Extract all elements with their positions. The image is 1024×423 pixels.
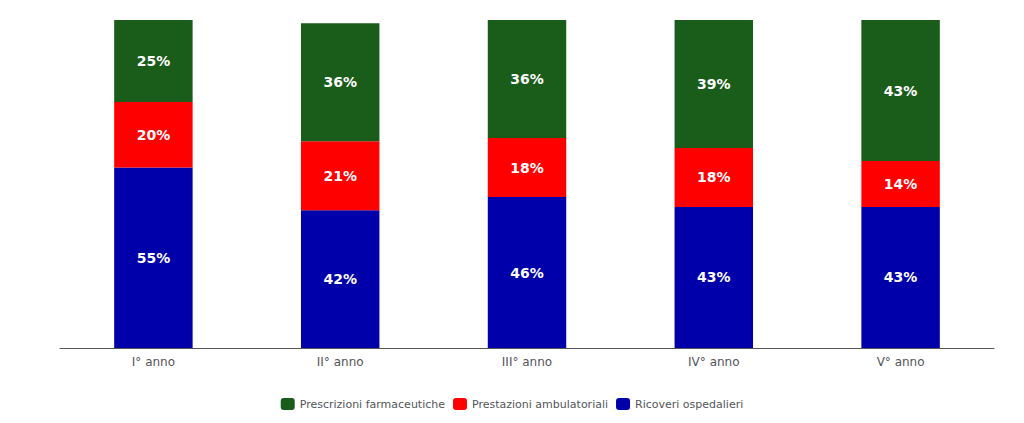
svg-text:I° anno: I° anno xyxy=(132,355,175,369)
svg-text:36%: 36% xyxy=(323,74,357,90)
svg-text:46%: 46% xyxy=(510,265,544,281)
svg-text:18%: 18% xyxy=(510,160,544,176)
svg-text:Ricoveri ospedalieri: Ricoveri ospedalieri xyxy=(635,398,743,411)
svg-text:III° anno: III° anno xyxy=(502,355,552,369)
svg-text:25%: 25% xyxy=(137,53,171,69)
svg-text:21%: 21% xyxy=(323,168,357,184)
svg-text:Prestazioni ambulatoriali: Prestazioni ambulatoriali xyxy=(472,398,608,411)
svg-text:Prescrizioni farmaceutiche: Prescrizioni farmaceutiche xyxy=(300,398,446,411)
svg-text:43%: 43% xyxy=(697,269,731,285)
svg-text:43%: 43% xyxy=(884,269,918,285)
svg-text:55%: 55% xyxy=(137,250,171,266)
svg-text:43%: 43% xyxy=(884,83,918,99)
svg-text:18%: 18% xyxy=(697,169,731,185)
svg-text:36%: 36% xyxy=(510,71,544,87)
svg-text:IV° anno: IV° anno xyxy=(688,355,739,369)
svg-text:V° anno: V° anno xyxy=(877,355,925,369)
svg-text:42%: 42% xyxy=(323,271,357,287)
svg-text:II° anno: II° anno xyxy=(317,355,364,369)
svg-text:20%: 20% xyxy=(137,127,171,143)
svg-text:14%: 14% xyxy=(884,176,918,192)
svg-text:39%: 39% xyxy=(697,76,731,92)
